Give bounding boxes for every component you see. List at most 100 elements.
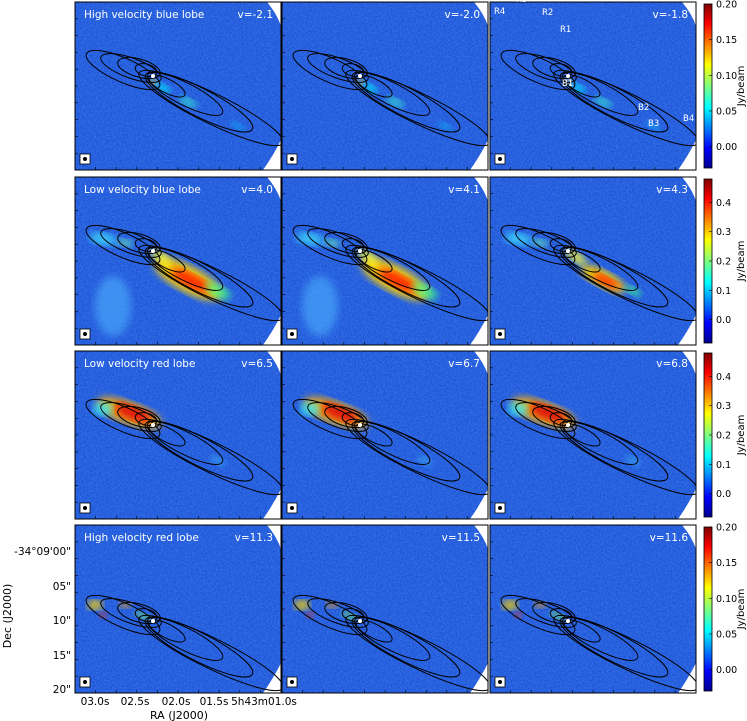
row-title: Low velocity red lobe — [84, 358, 195, 370]
outflow-ellipse — [353, 617, 431, 661]
channel-panel: v=-2.0 — [281, 1, 489, 171]
noise-texture — [282, 351, 488, 519]
noise-texture — [282, 525, 488, 693]
source-marker — [566, 423, 570, 427]
lobe-label: B4 — [683, 114, 694, 124]
colorbar-tick-label: 0.05 — [716, 106, 737, 117]
colorbar: 0.4 0.3 0.2 0.1 0.0 Jy/beam — [703, 352, 747, 518]
beam-edge — [263, 140, 281, 170]
x-axis-label: RA (J2000) — [150, 709, 208, 721]
channel-panel: v=11.3 High velocity red lobe — [74, 524, 282, 694]
outflow-ellipse — [355, 74, 393, 98]
channel-panel: v=11.5 — [281, 524, 489, 694]
outflow-ellipse — [100, 53, 162, 83]
y-tick-label: 20" — [53, 684, 71, 696]
beam-shape — [498, 157, 502, 161]
velocity-label: v=-2.0 — [445, 9, 481, 21]
lobe-label: B1 — [562, 79, 573, 89]
outflow-ellipse — [353, 421, 431, 465]
beam-edge — [474, 177, 488, 201]
source-marker — [151, 249, 155, 253]
emission-blob — [230, 121, 246, 131]
colorbar-tick-label: 0.2 — [716, 257, 731, 268]
outflow-ellipse — [307, 598, 369, 628]
panel-image — [282, 351, 488, 519]
outflow-ellipse — [500, 594, 576, 636]
channel-panel: v=6.7 — [281, 350, 489, 520]
source-marker — [151, 74, 155, 78]
outflow-ellipse — [307, 228, 369, 258]
outflow-ellipse — [500, 224, 576, 266]
colorbar-tick-label: 0.3 — [716, 227, 731, 238]
outflow-ellipse — [553, 614, 696, 692]
outflow-ellipse — [515, 228, 577, 258]
source-marker — [358, 619, 362, 623]
emission-blob — [532, 238, 548, 248]
outflow-ellipse — [146, 421, 224, 465]
outflow-ellipse — [117, 56, 161, 80]
outflow-ellipse — [515, 53, 577, 83]
beam-edge — [267, 2, 281, 26]
outflow-ellipse — [100, 598, 162, 628]
channel-panel: v=4.3 — [489, 176, 697, 346]
emission-blob — [504, 232, 532, 246]
outflow-ellipse — [85, 594, 161, 636]
beam-shape — [290, 332, 294, 336]
y-tick-label: 10" — [53, 615, 71, 627]
velocity-label: v=6.7 — [448, 358, 480, 370]
panel-image — [282, 177, 488, 345]
panel-image — [75, 177, 281, 345]
colorbar: 0.20 0.15 0.10 0.05 0.00 Jy/beam — [703, 0, 747, 169]
outflow-ellipse — [345, 418, 488, 496]
outflow-ellipse — [144, 246, 254, 308]
beam-shape — [83, 332, 87, 336]
source-marker — [566, 249, 570, 253]
panel-image — [490, 177, 696, 345]
y-tick-label: 05" — [53, 581, 71, 593]
outflow-ellipse — [292, 398, 368, 440]
outflow-ellipse — [532, 601, 576, 625]
colorbar-tick-label: 0.05 — [716, 629, 737, 640]
emission-blob — [645, 121, 661, 131]
noise-texture — [490, 351, 696, 519]
emission-blob — [99, 612, 107, 618]
colorbar-tick-label: 0.10 — [716, 71, 737, 82]
noise-texture — [490, 177, 696, 345]
outflow-ellipse — [561, 72, 639, 116]
outflow-ellipse — [351, 246, 461, 308]
beam-edge — [678, 663, 696, 693]
source-marker — [151, 423, 155, 427]
colorbar-tick-label: 0.00 — [716, 142, 737, 153]
channel-panel: v=-1.8 R4 R3 R2 R1 B1 B2 B3 B4 — [489, 0, 697, 171]
outflow-ellipse — [345, 614, 488, 692]
y-axis-label: Dec (J2000) — [1, 584, 14, 649]
beam-edge — [263, 663, 281, 693]
beam-edge — [682, 351, 696, 375]
channel-panel: v=11.6 — [489, 524, 697, 694]
outflow-ellipse — [553, 69, 696, 147]
lobe-label: R4 — [494, 7, 505, 17]
beam-shape — [498, 506, 502, 510]
source-marker — [566, 74, 570, 78]
row-title: High velocity red lobe — [84, 532, 199, 544]
x-tick-label: 02.5s — [121, 696, 150, 708]
outflow-ellipse — [355, 249, 393, 273]
colorbar-tick-label: 0.10 — [716, 594, 737, 605]
outflow-ellipse — [324, 231, 368, 255]
emission-blob — [502, 600, 518, 610]
outflow-ellipse — [532, 405, 576, 429]
colorbar-tick-label: 0.1 — [716, 460, 731, 471]
colorbar-label: Jy/beam — [736, 66, 747, 108]
noise-texture — [490, 2, 696, 170]
outflow-ellipse — [138, 244, 281, 322]
colorbar-tick-label: 0.3 — [716, 401, 731, 412]
colorbar: 0.20 0.15 0.10 0.05 0.00 Jy/beam — [703, 523, 747, 692]
outflow-ellipse — [146, 72, 224, 116]
emission-blob — [95, 276, 131, 336]
beam-shape — [83, 157, 87, 161]
outflow-ellipse — [563, 74, 601, 98]
emission-blob — [508, 402, 528, 416]
channel-panel: v=6.5 Low velocity red lobe — [74, 350, 282, 520]
noise-texture — [75, 351, 281, 519]
outflow-ellipse — [138, 418, 281, 496]
